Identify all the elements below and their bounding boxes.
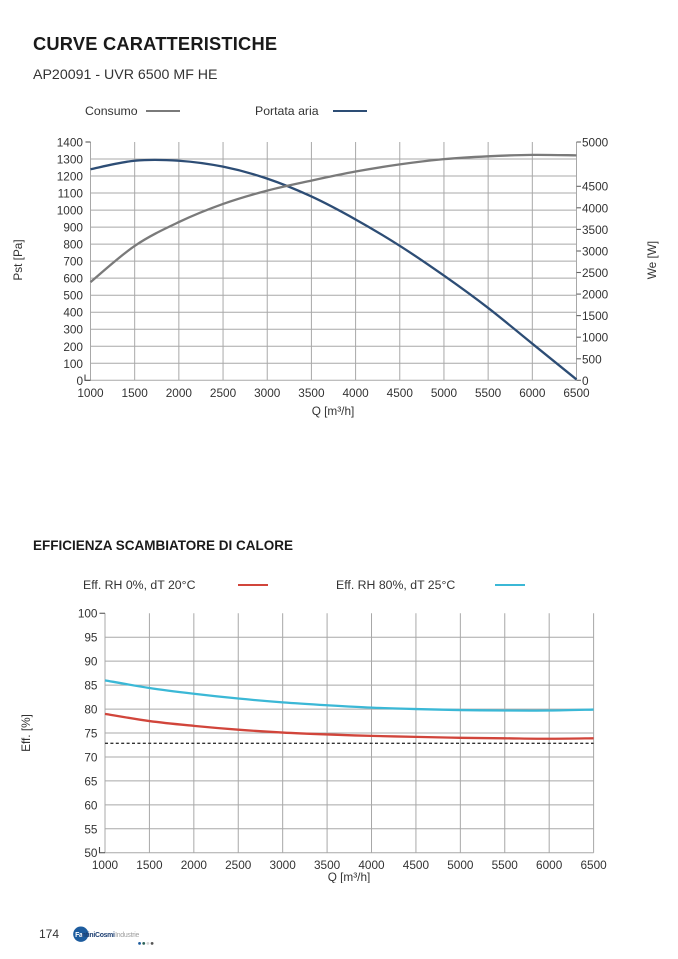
svg-text:2000: 2000: [166, 386, 193, 400]
svg-text:2000: 2000: [582, 288, 609, 302]
svg-text:800: 800: [63, 238, 83, 252]
svg-text:55: 55: [84, 822, 98, 836]
svg-text:500: 500: [63, 289, 83, 303]
svg-text:Eff. [%]: Eff. [%]: [19, 714, 33, 752]
svg-text:2500: 2500: [225, 858, 252, 872]
svg-text:1500: 1500: [136, 858, 163, 872]
svg-text:400: 400: [63, 306, 83, 320]
svg-text:1000: 1000: [92, 858, 119, 872]
svg-text:4000: 4000: [582, 201, 609, 215]
svg-text:65: 65: [84, 774, 98, 788]
svg-text:Q [m³/h]: Q [m³/h]: [312, 404, 355, 418]
svg-text:6500: 6500: [580, 858, 607, 872]
svg-text:600: 600: [63, 272, 83, 286]
svg-text:5000: 5000: [447, 858, 474, 872]
svg-text:2000: 2000: [181, 858, 208, 872]
svg-text:500: 500: [582, 352, 602, 366]
svg-text:1000: 1000: [77, 386, 104, 400]
svg-text:100: 100: [78, 607, 98, 621]
svg-text:3000: 3000: [254, 386, 281, 400]
svg-text:1400: 1400: [57, 136, 84, 150]
svg-text:3000: 3000: [270, 858, 297, 872]
svg-text:3500: 3500: [582, 223, 609, 237]
svg-text:300: 300: [63, 323, 83, 337]
svg-text:2500: 2500: [210, 386, 237, 400]
svg-text:1300: 1300: [57, 153, 84, 167]
svg-text:75: 75: [84, 727, 98, 741]
svg-text:Industrie: Industrie: [115, 932, 139, 939]
svg-text:4500: 4500: [582, 180, 609, 194]
svg-text:60: 60: [84, 798, 98, 812]
svg-text:5500: 5500: [492, 858, 519, 872]
svg-text:1500: 1500: [582, 309, 609, 323]
svg-text:3000: 3000: [582, 244, 609, 258]
svg-text:5500: 5500: [475, 386, 502, 400]
svg-text:95: 95: [84, 631, 98, 645]
svg-text:700: 700: [63, 255, 83, 269]
svg-text:1000: 1000: [57, 204, 84, 218]
svg-text:6500: 6500: [563, 386, 590, 400]
svg-text:5000: 5000: [431, 386, 458, 400]
svg-text:4500: 4500: [387, 386, 414, 400]
svg-text:Pst [Pa]: Pst [Pa]: [11, 239, 25, 280]
svg-text:1500: 1500: [122, 386, 149, 400]
svg-text:80: 80: [84, 703, 98, 717]
svg-text:6000: 6000: [536, 858, 563, 872]
svg-text:85: 85: [84, 679, 98, 693]
svg-text:1100: 1100: [58, 187, 84, 201]
svg-text:4000: 4000: [342, 386, 369, 400]
svg-text:4500: 4500: [403, 858, 430, 872]
svg-text:90: 90: [84, 655, 98, 669]
svg-text:Q [m³/h]: Q [m³/h]: [328, 870, 371, 883]
svg-text:900: 900: [63, 221, 83, 235]
svg-text:ntiniCosmi: ntiniCosmi: [82, 932, 115, 939]
svg-text:2500: 2500: [582, 266, 609, 280]
svg-text:We [W]: We [W]: [645, 241, 659, 279]
svg-text:200: 200: [63, 340, 83, 354]
svg-text:1000: 1000: [582, 331, 609, 345]
svg-text:6000: 6000: [519, 386, 546, 400]
svg-text:5000: 5000: [582, 136, 609, 150]
svg-text:1200: 1200: [57, 170, 84, 184]
svg-text:100: 100: [63, 357, 83, 371]
svg-text:3500: 3500: [298, 386, 325, 400]
svg-text:70: 70: [84, 750, 98, 764]
